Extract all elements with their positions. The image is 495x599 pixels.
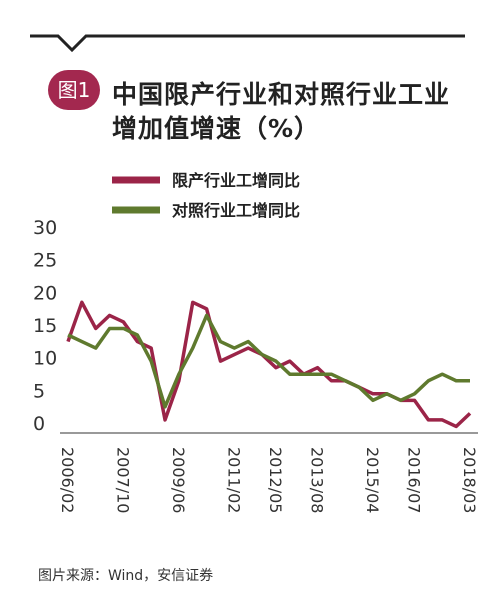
source: 图片来源：Wind，安信证券 [38,568,214,584]
x-tick-label: 2018/03 [460,447,479,513]
y-tick-label: 10 [33,348,57,370]
y-tick-label: 20 [33,282,57,304]
x-tick-label: 2015/04 [363,447,382,513]
header-rule [30,34,465,53]
series-line [67,313,470,409]
x-tick-label: 2007/10 [113,447,132,513]
y-tick-label: 30 [33,217,57,239]
x-tick-label: 2006/02 [58,447,77,513]
y-tick-label: 25 [33,250,57,272]
y-tick-label: 0 [33,413,45,435]
badge: 图1 [48,70,100,110]
x-tick-label: 2009/06 [169,447,188,513]
x-tick-label: 2013/08 [308,447,327,513]
x-tick-label: 2016/07 [405,447,424,513]
legend-label: 对照行业工增同比 [172,201,300,220]
x-tick-label: 2012/05 [266,447,285,513]
x-tick-label: 2011/02 [224,447,243,513]
chart-title: 中国限产行业和对照行业工业增加值增速（%） [112,80,451,143]
legend-label: 限产行业工增同比 [172,171,300,190]
series-line [66,300,472,429]
y-tick-label: 5 [33,380,45,402]
y-tick-label: 15 [33,315,57,337]
